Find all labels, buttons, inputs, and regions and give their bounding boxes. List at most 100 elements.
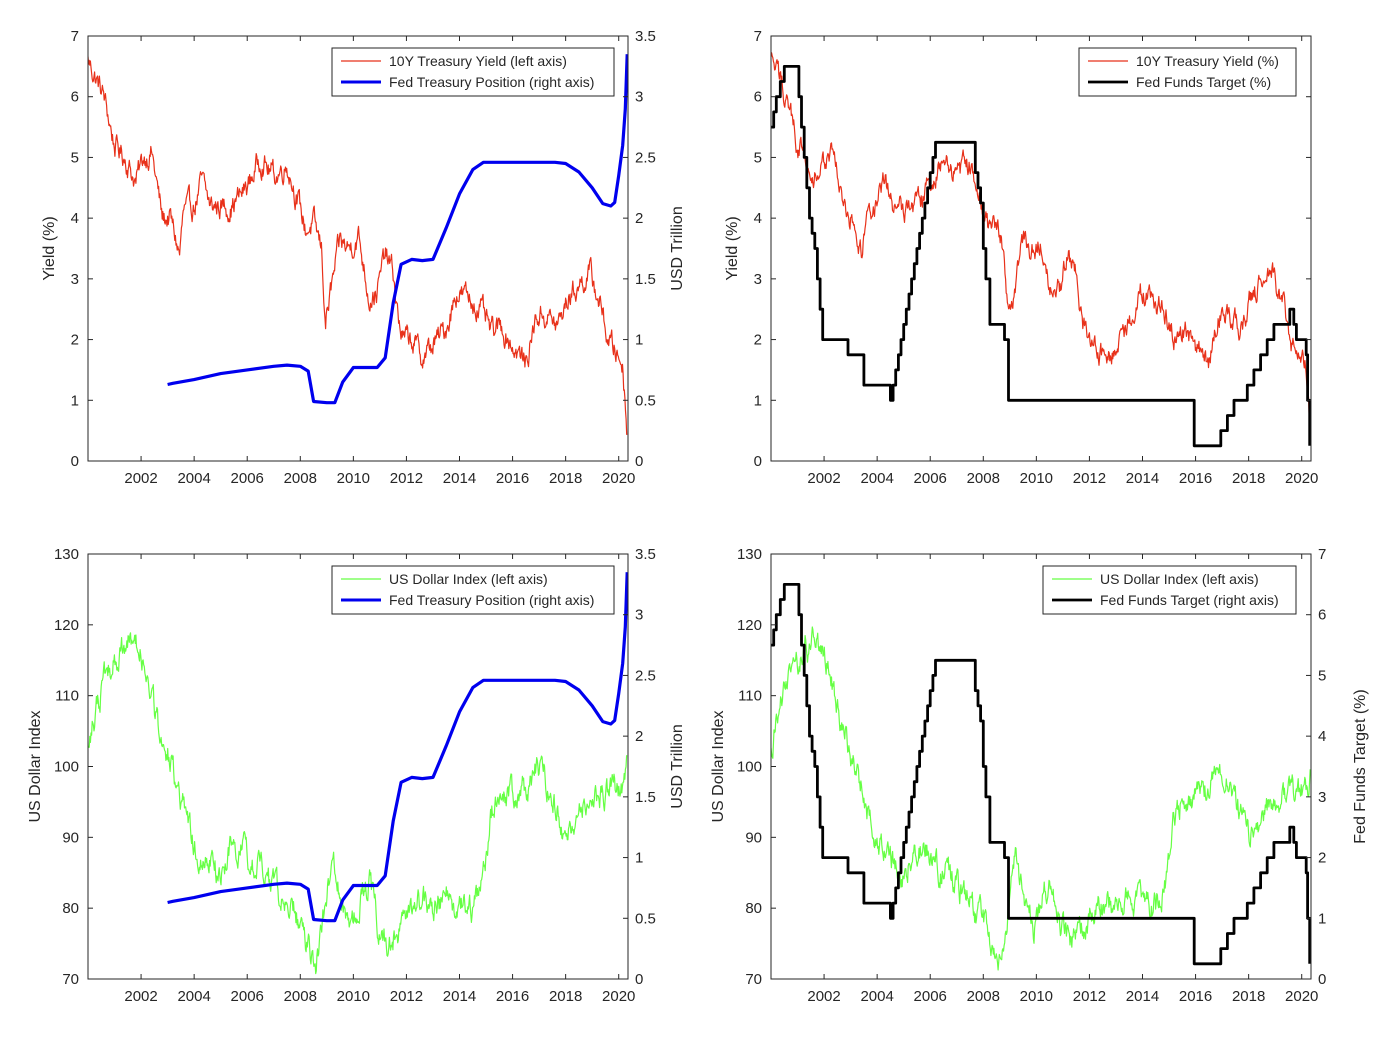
- y-tick-label: 80: [62, 900, 79, 917]
- y2-tick-label: 3: [1318, 789, 1326, 806]
- series-line-1: [88, 56, 628, 435]
- legend-label: US Dollar Index (left axis): [389, 571, 548, 587]
- x-tick-label: 2014: [443, 470, 476, 487]
- y-tick-label: 4: [71, 210, 79, 227]
- y-tick-label: 110: [738, 688, 762, 705]
- y2-tick-label: 3.5: [635, 28, 656, 45]
- x-tick-label: 2020: [1285, 988, 1318, 1005]
- y-tick-label: 5: [754, 149, 762, 166]
- y-tick-label: 3: [754, 271, 762, 288]
- x-tick-label: 2020: [602, 470, 635, 487]
- y2-tick-label: 2.5: [635, 149, 656, 166]
- x-tick-label: 2012: [1073, 470, 1106, 487]
- y-tick-label: 3: [71, 271, 79, 288]
- plot-frame: [770, 553, 1312, 980]
- y2-axis-label: USD Trillion: [669, 206, 686, 290]
- y2-axis-label: Fed Funds Target (%): [1352, 689, 1369, 843]
- y-tick-label: 120: [54, 617, 79, 634]
- y-tick-label: 100: [54, 759, 79, 776]
- y-tick-label: 0: [71, 453, 79, 470]
- plot-frame: [87, 35, 629, 462]
- legend-label: US Dollar Index (left axis): [1100, 571, 1259, 587]
- x-tick-label: 2010: [337, 470, 370, 487]
- x-tick-label: 2002: [124, 988, 157, 1005]
- y-tick-label: 120: [737, 617, 762, 634]
- chart-panel-top-right: 2002 2004 2006 2008 2010 2012 2014 2016 2018 2020…: [724, 28, 1318, 487]
- legend-box: [1042, 565, 1297, 615]
- y2-tick-label: 0: [635, 453, 643, 470]
- y-tick-label: 5: [71, 149, 79, 166]
- x-tick-label: 2004: [177, 470, 210, 487]
- y2-tick-label: 3: [635, 607, 643, 624]
- series-line-2: [167, 54, 628, 405]
- y2-tick-label: 1: [635, 332, 643, 349]
- y-tick-label: 6: [71, 89, 79, 106]
- y2-tick-label: 0: [635, 971, 643, 988]
- series-line-2: [771, 583, 1311, 966]
- y-tick-label: 1: [71, 392, 79, 409]
- y-tick-label: 130: [54, 546, 79, 563]
- x-tick-label: 2020: [1285, 470, 1318, 487]
- y2-tick-label: 5: [1318, 667, 1326, 684]
- x-tick-label: 2010: [337, 988, 370, 1005]
- y2-tick-label: 7: [1318, 546, 1326, 563]
- series-line-1: [88, 632, 628, 975]
- y-tick-label: 4: [754, 210, 762, 227]
- y2-tick-label: 1.5: [635, 271, 656, 288]
- chart-panel-top-left: 2002 2004 2006 2008 2010 2012 2014 2016 2018 2020…: [41, 28, 686, 487]
- y2-tick-label: 0.5: [635, 392, 656, 409]
- x-tick-label: 2014: [443, 988, 476, 1005]
- y-tick-label: 110: [55, 688, 79, 705]
- chart-panel-bottom-left: 2002 2004 2006 2008 2010 2012 2014 2016 2018 2020…: [27, 546, 686, 1005]
- x-tick-label: 2012: [390, 988, 423, 1005]
- x-tick-label: 2018: [549, 988, 582, 1005]
- y-tick-label: 70: [62, 971, 79, 988]
- x-tick-label: 2010: [1020, 470, 1053, 487]
- y-tick-label: 7: [71, 28, 79, 45]
- x-tick-label: 2008: [967, 988, 1000, 1005]
- x-tick-label: 2018: [549, 470, 582, 487]
- y-axis-label: Yield (%): [724, 216, 741, 280]
- plot-frame: [770, 35, 1312, 462]
- legend-label: Fed Treasury Position (right axis): [389, 592, 594, 608]
- y-tick-label: 6: [754, 89, 762, 106]
- x-tick-label: 2016: [496, 988, 529, 1005]
- x-tick-label: 2010: [1020, 988, 1053, 1005]
- series-line-2: [771, 65, 1311, 448]
- legend: 10Y Treasury Yield (left axis) Fed Treasu…: [331, 47, 615, 97]
- legend: 10Y Treasury Yield (%) Fed Funds Target (…: [1078, 47, 1297, 97]
- x-tick-label: 2004: [177, 988, 210, 1005]
- y2-tick-label: 2: [635, 728, 643, 745]
- y2-tick-label: 2: [635, 210, 643, 227]
- legend: US Dollar Index (left axis) Fed Treasury …: [331, 565, 615, 615]
- y-tick-label: 2: [754, 332, 762, 349]
- legend-label: Fed Treasury Position (right axis): [389, 74, 594, 90]
- y2-tick-label: 1: [1318, 910, 1326, 927]
- y-tick-label: 0: [754, 453, 762, 470]
- x-tick-label: 2006: [914, 988, 947, 1005]
- x-tick-label: 2004: [860, 988, 893, 1005]
- y2-tick-label: 6: [1318, 607, 1326, 624]
- x-tick-label: 2002: [807, 470, 840, 487]
- x-tick-label: 2008: [284, 988, 317, 1005]
- x-tick-label: 2006: [914, 470, 947, 487]
- legend-label: 10Y Treasury Yield (left axis): [389, 53, 567, 69]
- y-tick-label: 1: [754, 392, 762, 409]
- legend-label: 10Y Treasury Yield (%): [1136, 53, 1279, 69]
- x-tick-label: 2008: [284, 470, 317, 487]
- x-tick-label: 2012: [1073, 988, 1106, 1005]
- y2-axis-label: USD Trillion: [669, 724, 686, 808]
- series-line-1: [771, 626, 1311, 971]
- x-tick-label: 2020: [602, 988, 635, 1005]
- y-axis-label: Yield (%): [41, 216, 58, 280]
- x-tick-label: 2016: [1179, 470, 1212, 487]
- y-tick-label: 130: [737, 546, 762, 563]
- y-tick-label: 7: [754, 28, 762, 45]
- x-tick-label: 2016: [496, 470, 529, 487]
- y-axis-label: US Dollar Index: [710, 710, 727, 822]
- y2-tick-label: 1: [635, 850, 643, 867]
- y2-tick-label: 2: [1318, 850, 1326, 867]
- legend-label: Fed Funds Target (%): [1136, 74, 1271, 90]
- x-tick-label: 2018: [1232, 988, 1265, 1005]
